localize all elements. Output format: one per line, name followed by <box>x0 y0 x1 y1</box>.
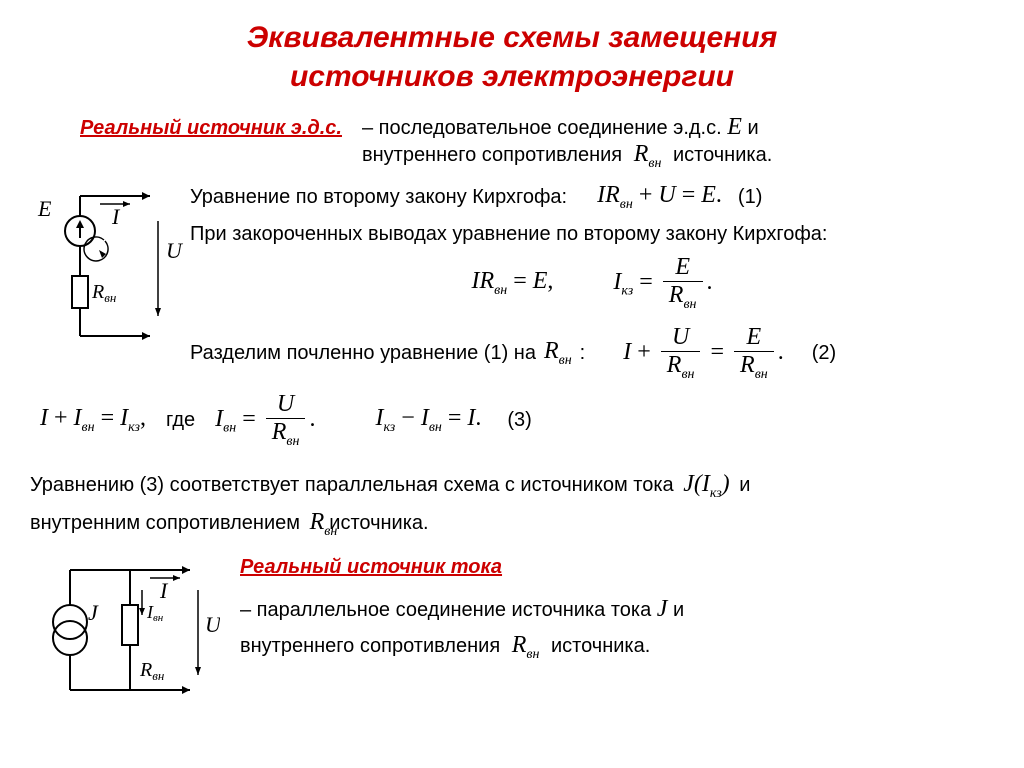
eq-sum: I + Iвн = Iкз, <box>40 405 146 436</box>
eq-num-3: (3) <box>507 409 531 432</box>
desc1: – последовательное соединение э.д.с. E и… <box>362 114 772 172</box>
svg-text:Iвн: Iвн <box>146 602 164 624</box>
eq-3: Iкз − Iвн = I. <box>375 405 481 436</box>
eq-ivn: Iвн = URвн. <box>215 391 315 450</box>
para-b: и <box>739 474 750 496</box>
desc1a: – последовательное соединение э.д.с. <box>362 117 722 139</box>
para-c: внутренним сопротивлением <box>30 512 300 534</box>
desc1c: внутреннего сопротивления <box>362 144 622 166</box>
desc2c: внутреннего сопротивления <box>240 635 500 657</box>
sym-JIkz: J(Iкз) <box>683 471 729 497</box>
sym-Rvn4: Rвн <box>512 632 540 658</box>
eq-1: IRвн + U = E. <box>597 182 722 213</box>
para-desc: Уравнению (3) соответствует параллельная… <box>30 466 994 542</box>
desc2d: источника. <box>551 635 650 657</box>
svg-text:I: I <box>159 578 169 603</box>
sym-Rvn: Rвн <box>634 141 662 167</box>
desc2a: – параллельное соединение источника тока <box>240 599 651 621</box>
eq-num-2: (2) <box>812 342 836 365</box>
desc1d: источника. <box>673 144 772 166</box>
subtitle-emf: Реальный источник э.д.с. <box>80 117 342 140</box>
kirchhoff-label: Уравнение по второму закону Кирхгофа: <box>190 186 567 209</box>
short-circuit-label: При закороченных выводах уравнение по вт… <box>190 223 994 246</box>
page-title: Эквивалентные схемы замещения источников… <box>0 0 1024 96</box>
eq-2: I + URвн = ERвн. <box>623 324 784 383</box>
circuit-emf: E I U Rвн <box>30 176 190 356</box>
desc2: – параллельное соединение источника тока… <box>240 591 994 665</box>
svg-text:Rвн: Rвн <box>139 659 164 683</box>
svg-text:U: U <box>166 238 184 263</box>
para-a: Уравнению (3) соответствует параллельная… <box>30 474 674 496</box>
eq-sc1: IRвн = E, <box>472 268 554 299</box>
circuit-current: J I Iвн U Rвн <box>30 550 220 710</box>
divide-label: Разделим почленно уравнение (1) на <box>190 342 536 365</box>
title-line-1: Эквивалентные схемы замещения <box>247 21 778 54</box>
subtitle-current: Реальный источник тока <box>240 556 994 579</box>
title-line-2: источников электроэнергии <box>290 60 734 93</box>
svg-text:I: I <box>111 204 121 229</box>
svg-text:J: J <box>88 600 99 625</box>
svg-text:Rвн: Rвн <box>91 281 116 305</box>
sym-Rvn2: Rвн <box>544 338 572 369</box>
eq-num-1: (1) <box>738 186 762 209</box>
desc1b: и <box>747 117 758 139</box>
sym-E: E <box>727 114 742 140</box>
svg-text:U: U <box>205 612 220 637</box>
where: где <box>166 409 195 432</box>
desc2b: и <box>673 599 684 621</box>
para-d: источника. <box>329 512 428 534</box>
svg-text:E: E <box>37 196 52 221</box>
eq-sc2: Iкз = ERвн. <box>613 254 712 313</box>
sym-J: J <box>657 596 668 622</box>
